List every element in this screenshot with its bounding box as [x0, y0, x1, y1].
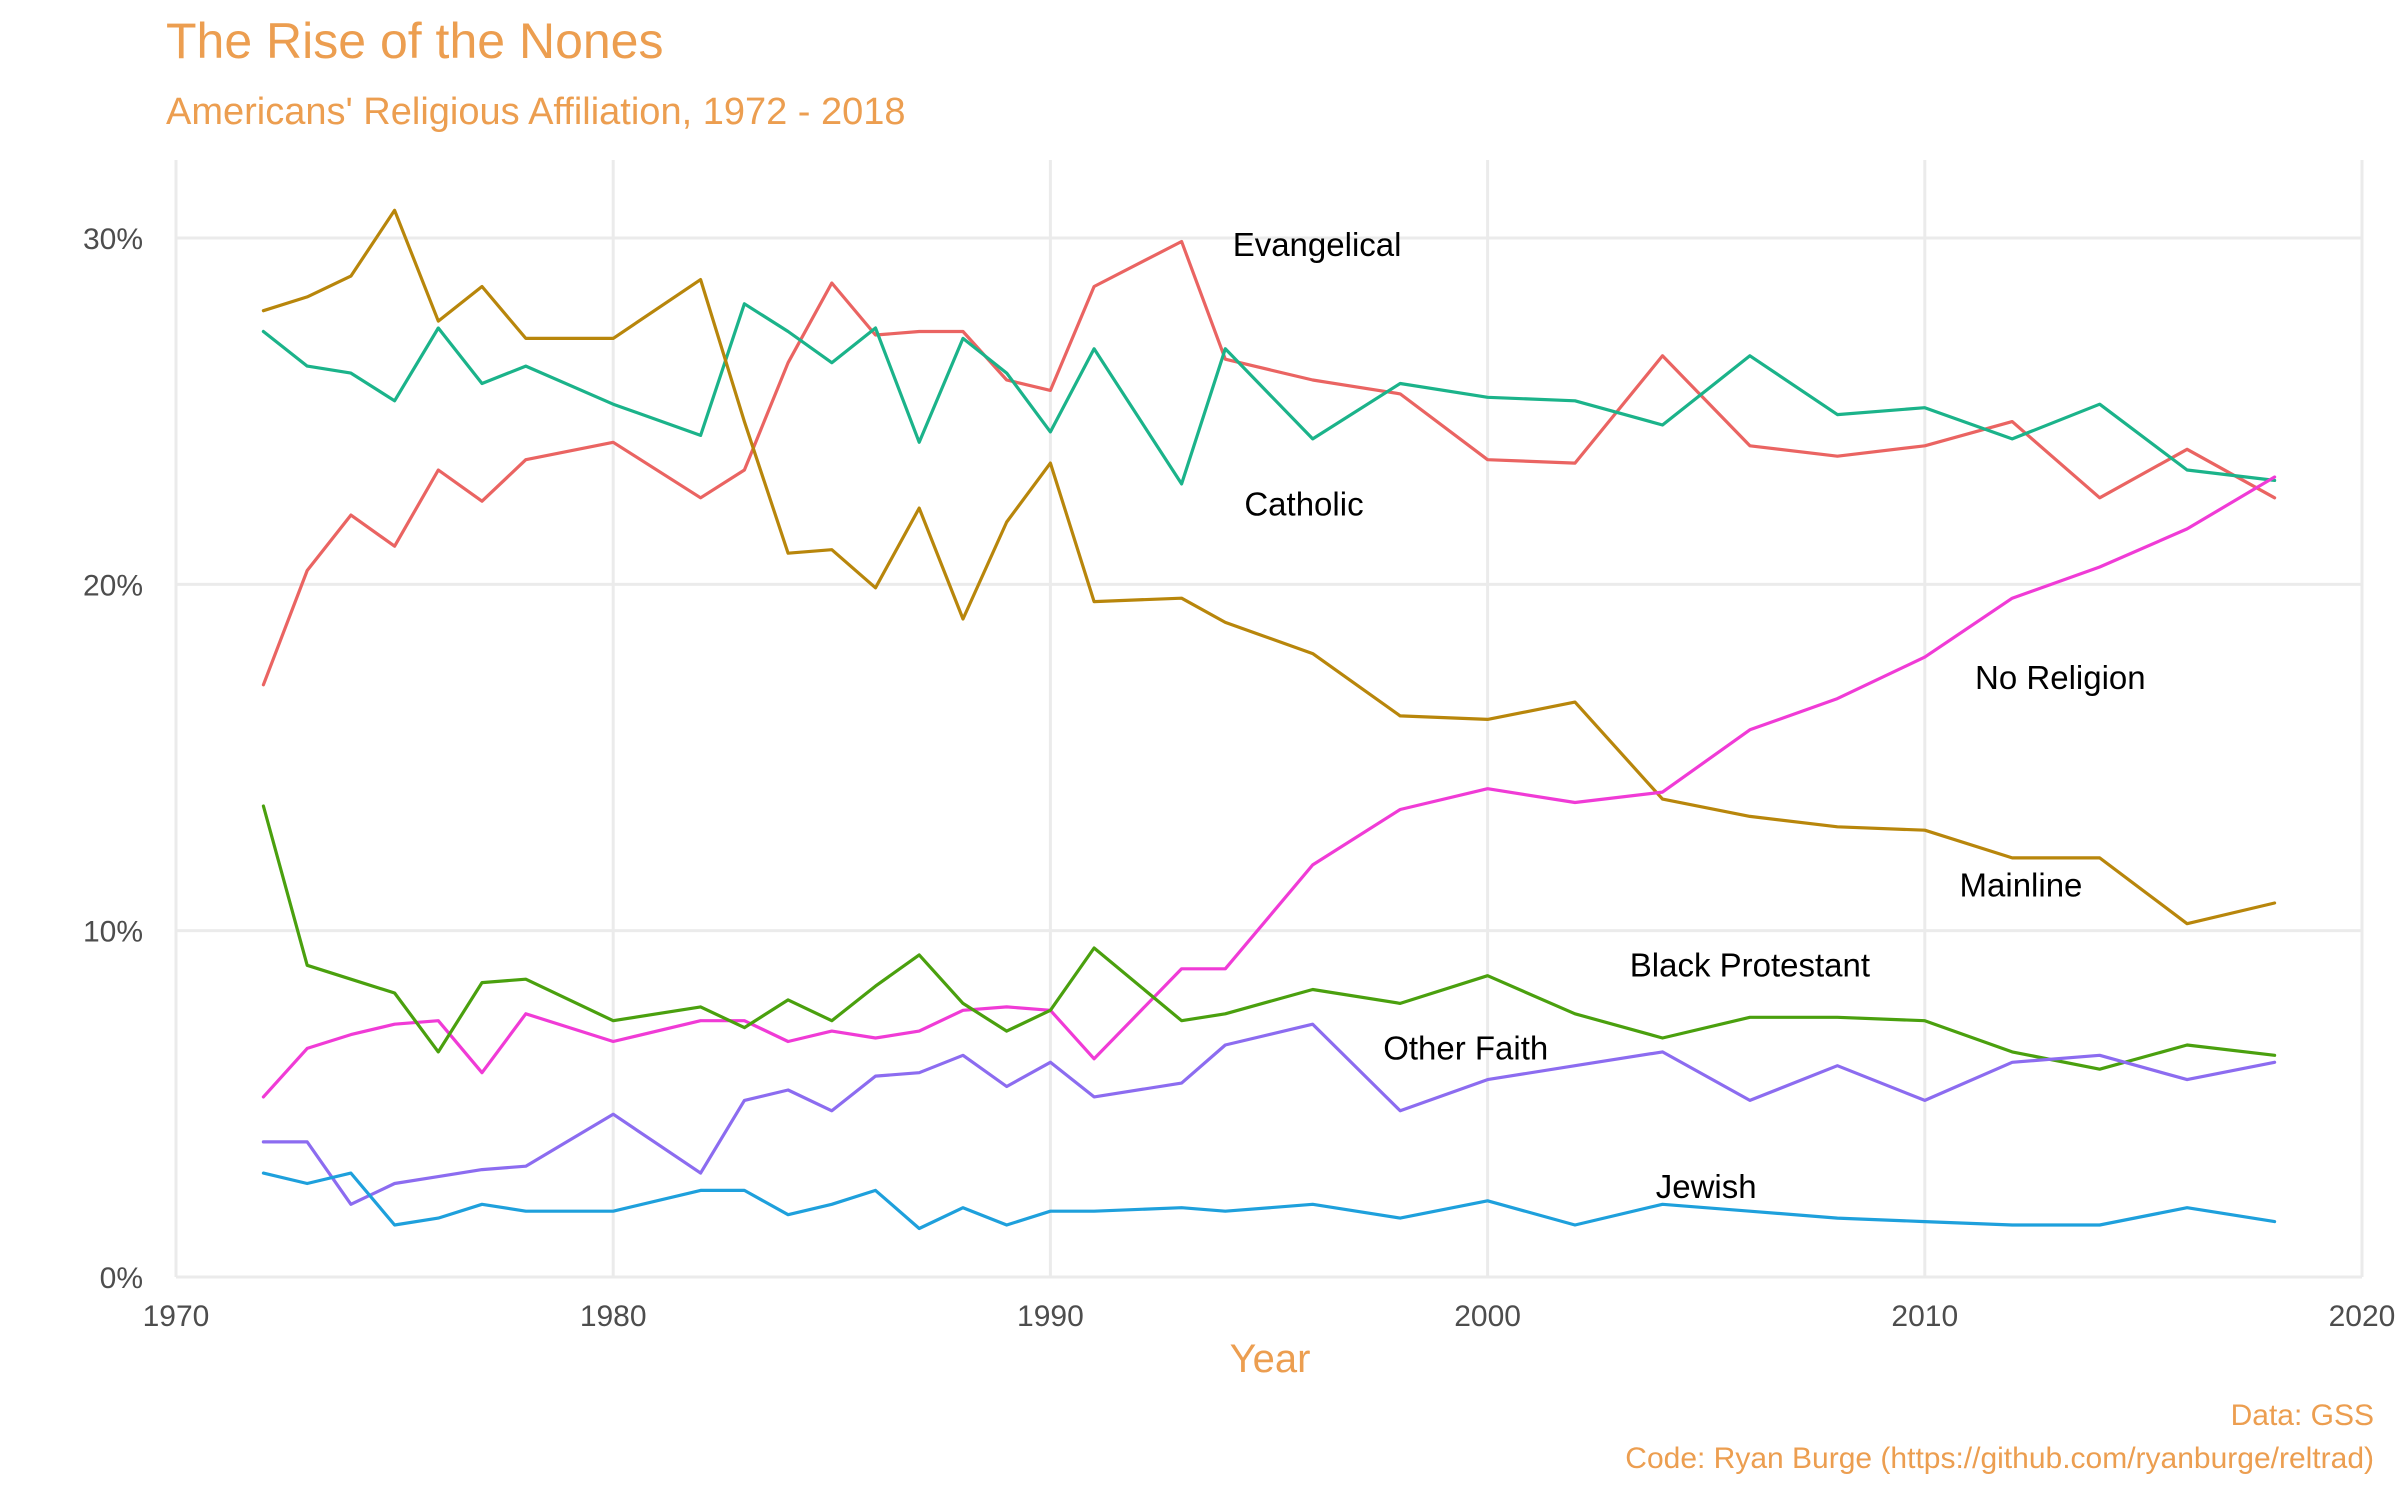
- series-label-catholic: Catholic: [1244, 486, 1363, 523]
- series-label-jewish: Jewish: [1656, 1168, 1757, 1205]
- series-label-other-faith: Other Faith: [1383, 1029, 1548, 1066]
- gridlines: [174, 160, 2364, 1279]
- series-label-no-religion: No Religion: [1975, 659, 2146, 696]
- series-line-evangelical: [261, 239, 2277, 687]
- y-tick-30: 30%: [83, 223, 143, 256]
- x-tick-2020: 2020: [2329, 1300, 2396, 1333]
- series-line-black-protestant: [261, 804, 2277, 1071]
- series-line-jewish: [261, 1171, 2277, 1231]
- x-tick-2010: 2010: [1891, 1300, 1958, 1333]
- x-tick-1970: 1970: [143, 1300, 210, 1333]
- y-tick-20: 20%: [83, 569, 143, 602]
- caption-data-source: Data: GSS: [2231, 1399, 2374, 1432]
- x-tick-1980: 1980: [580, 1300, 647, 1333]
- x-tick-1990: 1990: [1017, 1300, 1084, 1333]
- chart-title: The Rise of the Nones: [166, 13, 664, 69]
- series-label-mainline: Mainline: [1960, 867, 2083, 904]
- series-lines: [261, 208, 2277, 1231]
- series-labels: Evangelical Catholic No Religion Mainline Bl…: [1233, 226, 2146, 1205]
- series-line-mainline: [261, 208, 2277, 926]
- series-label-evangelical: Evangelical: [1233, 226, 1402, 263]
- y-tick-10: 10%: [83, 916, 143, 949]
- x-axis-title: Year: [1230, 1337, 1311, 1381]
- chart-subtitle: Americans' Religious Affiliation, 1972 -…: [166, 91, 906, 133]
- caption-code-credit: Code: Ryan Burge (https://github.com/rya…: [1625, 1442, 2374, 1475]
- axis-ticks: 1970 1980 1990 2000 2010 2020 0% 10% 20% 30%: [83, 223, 2395, 1333]
- series-line-no-religion: [261, 475, 2277, 1099]
- x-tick-2000: 2000: [1454, 1300, 1521, 1333]
- series-label-black-protestant: Black Protestant: [1630, 946, 1870, 983]
- series-line-catholic: [261, 302, 2277, 486]
- series-line-other-faith: [261, 1022, 2277, 1206]
- y-tick-0: 0%: [100, 1262, 143, 1295]
